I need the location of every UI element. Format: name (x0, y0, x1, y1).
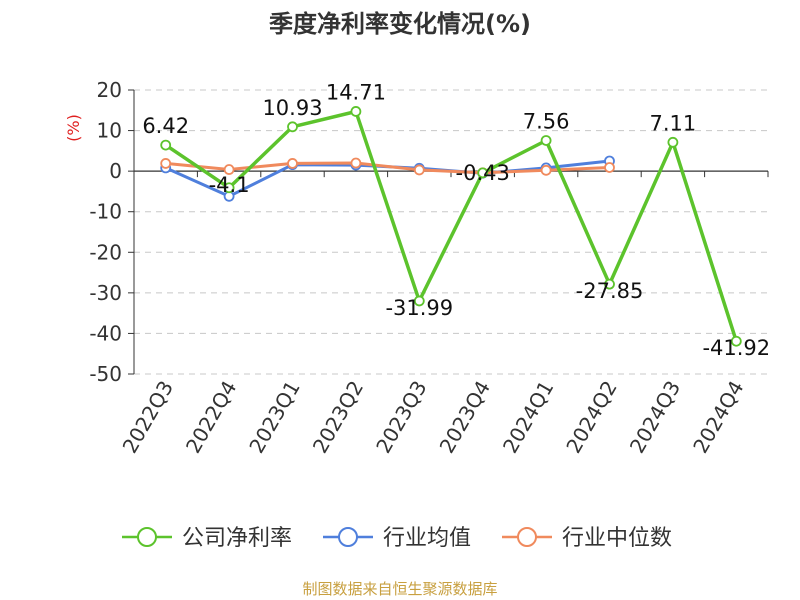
x-tick-label: 2023Q1 (244, 377, 304, 458)
legend-label: 行业中位数 (562, 526, 672, 551)
data-point (160, 158, 172, 169)
y-axis-unit: (%) (64, 114, 83, 142)
y-tick-label: 10 (97, 119, 122, 143)
data-label: -0.43 (456, 161, 510, 185)
y-tick-label: 20 (97, 78, 122, 102)
data-label: 7.11 (650, 111, 697, 135)
data-label: -27.85 (576, 279, 644, 303)
x-tick-label: 2022Q4 (181, 377, 241, 458)
data-point (604, 278, 615, 290)
data-label: 14.71 (326, 80, 386, 104)
data-point (223, 164, 235, 175)
x-tick-label: 2024Q3 (625, 377, 685, 458)
data-label: 10.93 (262, 96, 322, 120)
legend-marker (338, 527, 358, 547)
x-tick-label: 2023Q2 (308, 377, 368, 458)
grid-lines (134, 89, 768, 375)
data-point (413, 164, 425, 176)
legend-label: 公司净利率 (182, 526, 292, 551)
y-tick-label: -20 (89, 240, 122, 264)
data-point (413, 295, 425, 307)
x-tick-label: 2024Q2 (561, 377, 621, 458)
y-axis: 20 10 0 -10 -20 -30 -40 -50 (89, 78, 135, 386)
x-tick-label: 2023Q3 (371, 377, 431, 458)
data-label: -31.99 (385, 296, 453, 320)
source-note: 制图数据来自恒生聚源数据库 (302, 580, 497, 598)
chart-title: 季度净利率变化情况(%) (269, 10, 531, 38)
legend-marker (137, 527, 157, 547)
y-tick-label: -40 (89, 321, 122, 345)
data-label: 7.56 (523, 109, 570, 133)
data-point (604, 162, 615, 173)
data-point (350, 157, 362, 169)
data-point (350, 106, 362, 117)
series-line (164, 109, 738, 342)
data-point (667, 136, 679, 148)
data-point (477, 167, 489, 179)
data-point (287, 158, 298, 169)
data-point (223, 182, 235, 194)
x-tick-label: 2024Q4 (688, 377, 748, 458)
legend-marker (517, 527, 537, 547)
data-label: 6.42 (142, 114, 189, 138)
y-tick-label: 0 (109, 159, 122, 183)
data-point (160, 139, 172, 151)
data-point (730, 335, 742, 347)
legend-label: 行业均值 (383, 526, 471, 551)
data-point (540, 164, 552, 176)
series-group (160, 106, 742, 347)
x-tick-label: 2023Q4 (435, 377, 495, 458)
x-tick-label: 2022Q3 (118, 377, 178, 458)
y-tick-label: -30 (89, 281, 122, 305)
data-point (287, 121, 298, 133)
x-tick-label: 2024Q1 (498, 377, 558, 458)
data-point (540, 135, 552, 146)
legend: 公司净利率 行业均值 行业中位数 (122, 526, 672, 551)
y-tick-label: -10 (89, 200, 122, 224)
data-label: -4.1 (209, 173, 250, 197)
data-label: -41.92 (702, 336, 770, 360)
y-tick-label: -50 (89, 362, 122, 386)
series-line (165, 161, 610, 175)
